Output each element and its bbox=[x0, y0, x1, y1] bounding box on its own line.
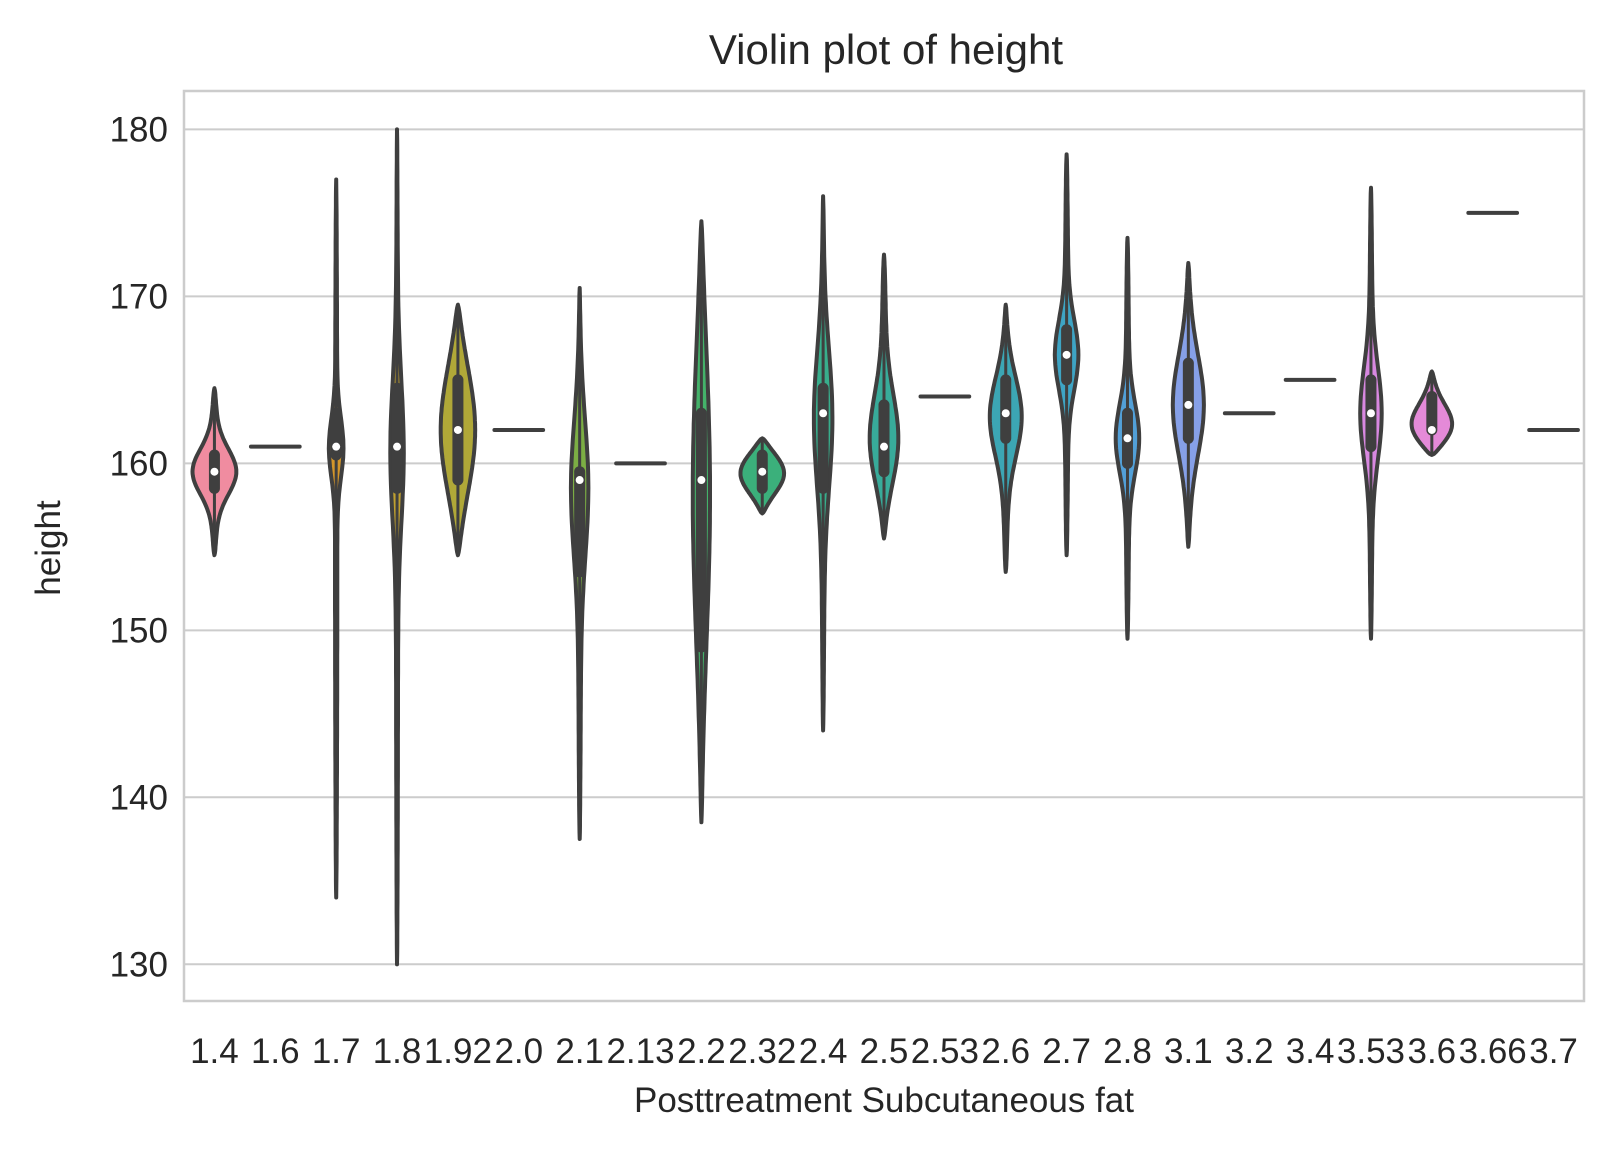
median-dot-2.32 bbox=[758, 467, 767, 476]
median-dot-1.8 bbox=[393, 442, 402, 451]
x-tick-label-2.1: 2.1 bbox=[555, 1032, 604, 1071]
violins bbox=[190, 127, 1580, 967]
x-tick-label-1.8: 1.8 bbox=[373, 1032, 422, 1071]
violin-2.7 bbox=[1052, 152, 1081, 558]
violin-1.92 bbox=[438, 302, 478, 558]
violin-1.4 bbox=[190, 386, 239, 558]
x-tick-label-3.4: 3.4 bbox=[1286, 1032, 1335, 1071]
chart-title: Violin plot of height bbox=[709, 26, 1063, 73]
median-dot-1.92 bbox=[453, 425, 462, 434]
x-tick-label-1.92: 1.92 bbox=[424, 1032, 492, 1071]
x-tick-label-3.1: 3.1 bbox=[1164, 1032, 1213, 1071]
violin-1.7 bbox=[326, 177, 346, 900]
x-tick-label-1.7: 1.7 bbox=[312, 1032, 361, 1071]
median-dot-2.5 bbox=[880, 442, 888, 451]
violin-1.8 bbox=[388, 127, 406, 967]
violin-2.4 bbox=[811, 194, 835, 733]
x-tick-label-3.7: 3.7 bbox=[1529, 1032, 1578, 1071]
median-dot-3.1 bbox=[1184, 400, 1193, 409]
x-tick-label-2.13: 2.13 bbox=[606, 1032, 674, 1071]
violin-2.2 bbox=[690, 219, 712, 825]
median-dot-3.53 bbox=[1366, 409, 1375, 418]
median-dot-2.4 bbox=[819, 409, 828, 418]
y-axis-label: height bbox=[29, 500, 68, 596]
violin-3.53 bbox=[1358, 185, 1384, 641]
median-dot-2.7 bbox=[1062, 350, 1071, 359]
y-tick-labels: 130 140 150 160 170 180 bbox=[110, 110, 168, 984]
x-tick-label-2.0: 2.0 bbox=[494, 1032, 543, 1071]
violin-2.32 bbox=[738, 436, 787, 516]
x-tick-label-2.2: 2.2 bbox=[677, 1032, 726, 1071]
median-dot-2.2 bbox=[697, 476, 706, 485]
violin-3.1 bbox=[1170, 261, 1206, 549]
violin-2.8 bbox=[1113, 235, 1142, 641]
violin-3.6 bbox=[1409, 369, 1455, 457]
x-axis-label: Posttreatment Subcutaneous fat bbox=[634, 1081, 1134, 1120]
y-tick-label-140: 140 bbox=[110, 778, 168, 817]
violin-2.1 bbox=[568, 286, 591, 841]
median-dot-2.1 bbox=[575, 476, 584, 485]
violin-2.6 bbox=[987, 302, 1024, 574]
y-tick-label-180: 180 bbox=[110, 110, 168, 149]
x-tick-label-3.2: 3.2 bbox=[1225, 1032, 1274, 1071]
median-dot-2.6 bbox=[1001, 409, 1010, 418]
x-tick-label-2.53: 2.53 bbox=[911, 1032, 979, 1071]
violin-2.5 bbox=[867, 252, 901, 541]
y-tick-label-170: 170 bbox=[110, 277, 168, 316]
x-tick-label-2.32: 2.32 bbox=[728, 1032, 796, 1071]
x-tick-label-2.4: 2.4 bbox=[799, 1032, 848, 1071]
x-tick-label-1.4: 1.4 bbox=[190, 1032, 239, 1071]
x-tick-label-1.6: 1.6 bbox=[251, 1032, 300, 1071]
x-tick-label-2.8: 2.8 bbox=[1103, 1032, 1152, 1071]
x-tick-label-2.7: 2.7 bbox=[1042, 1032, 1091, 1071]
x-tick-label-3.53: 3.53 bbox=[1337, 1032, 1405, 1071]
median-dot-1.4 bbox=[210, 467, 219, 476]
y-tick-label-150: 150 bbox=[110, 611, 168, 650]
y-tick-label-130: 130 bbox=[110, 945, 168, 984]
y-tick-label-160: 160 bbox=[110, 444, 168, 483]
median-dot-2.8 bbox=[1123, 434, 1132, 443]
x-tick-label-3.66: 3.66 bbox=[1459, 1032, 1527, 1071]
x-tick-label-2.5: 2.5 bbox=[860, 1032, 909, 1071]
median-dot-1.7 bbox=[332, 442, 341, 451]
x-tick-label-2.6: 2.6 bbox=[981, 1032, 1030, 1071]
plot-frame bbox=[182, 89, 1586, 1003]
x-tick-label-3.6: 3.6 bbox=[1407, 1032, 1456, 1071]
median-dot-3.6 bbox=[1427, 425, 1436, 434]
x-tick-labels: 1.4 1.6 1.7 1.8 1.92 2.0 2.1 2.13 2.2 2.32 2.4 2.5 2… bbox=[190, 1032, 1578, 1071]
